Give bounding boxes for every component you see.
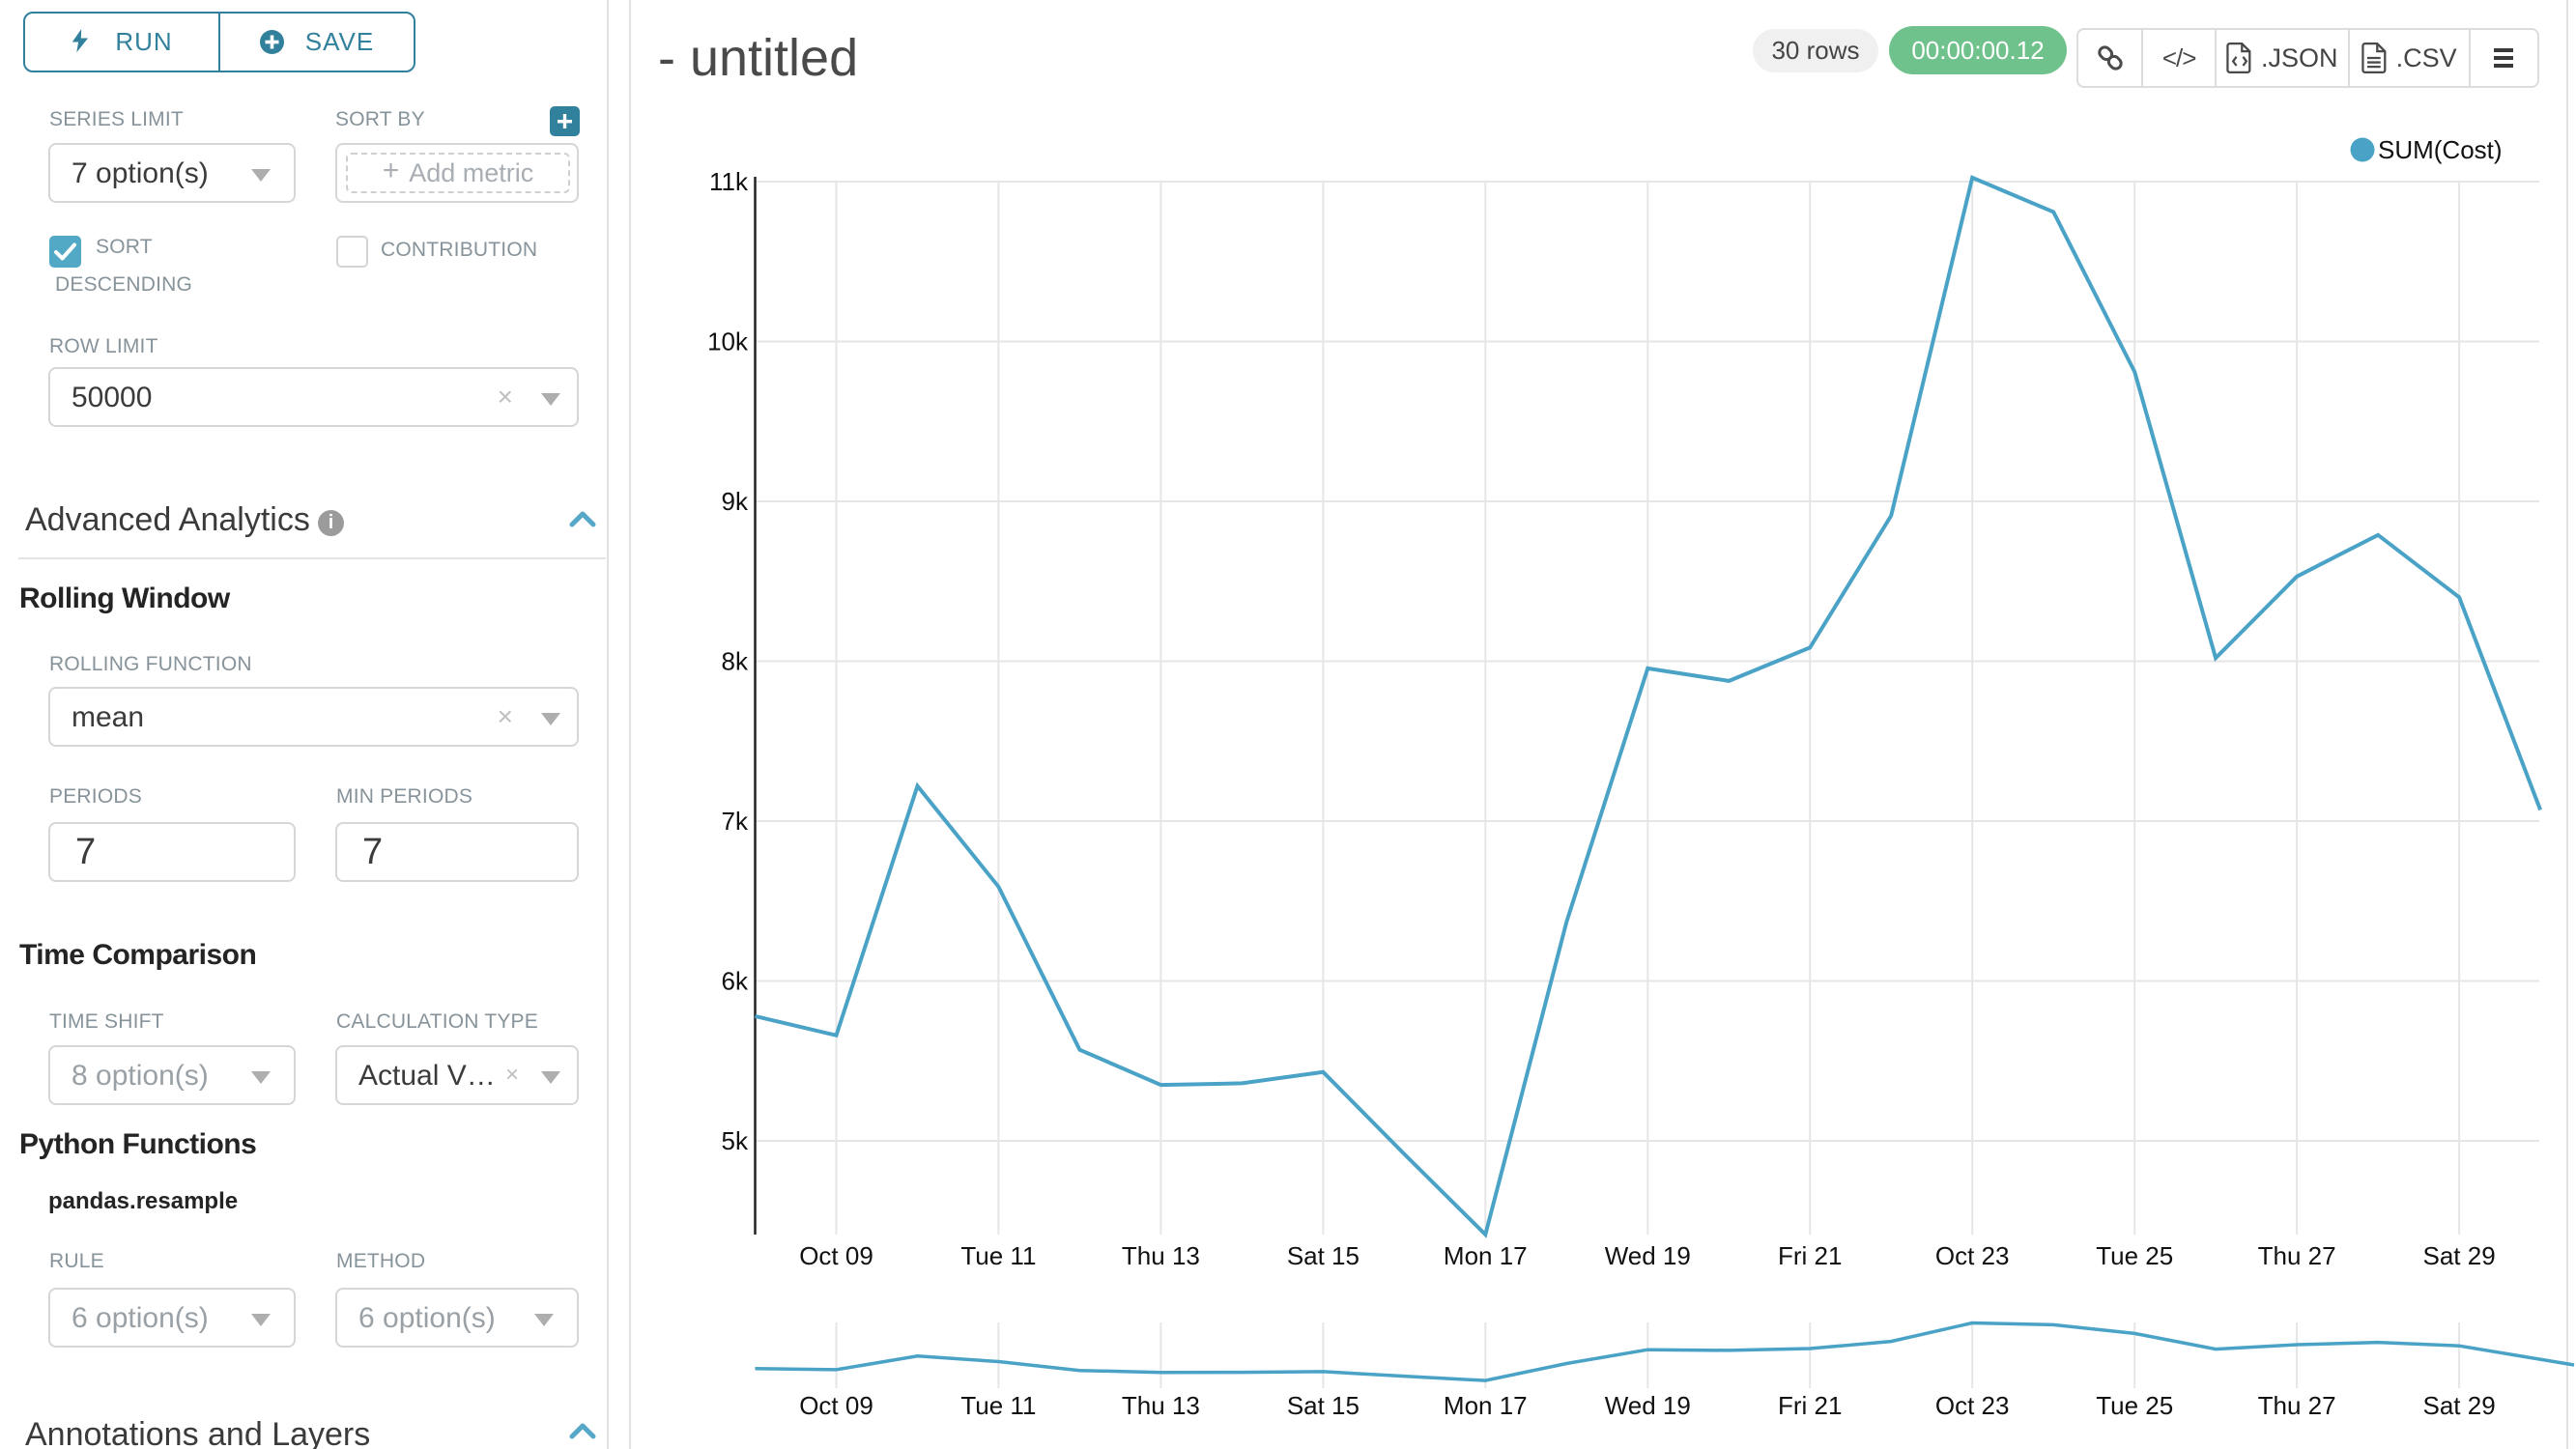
svg-text:Tue 25: Tue 25: [2096, 1241, 2173, 1270]
svg-text:Oct 23: Oct 23: [1935, 1391, 2010, 1420]
svg-text:Wed 19: Wed 19: [1605, 1241, 1691, 1270]
svg-text:Sat 15: Sat 15: [1287, 1391, 1360, 1420]
svg-text:Oct 09: Oct 09: [799, 1391, 873, 1420]
svg-text:11k: 11k: [709, 167, 749, 196]
svg-text:Sat 29: Sat 29: [2423, 1391, 2496, 1420]
svg-text:10k: 10k: [707, 327, 749, 356]
svg-text:Sat 29: Sat 29: [2423, 1241, 2496, 1270]
svg-text:SUM(Cost): SUM(Cost): [2378, 135, 2503, 164]
svg-text:Tue 11: Tue 11: [960, 1241, 1036, 1270]
svg-text:8k: 8k: [722, 647, 749, 676]
svg-text:Thu 13: Thu 13: [1122, 1241, 1200, 1270]
svg-text:Tue 25: Tue 25: [2096, 1391, 2173, 1420]
svg-text:Oct 23: Oct 23: [1935, 1241, 2010, 1270]
svg-text:Fri 21: Fri 21: [1778, 1391, 1842, 1420]
svg-text:Mon 17: Mon 17: [1444, 1241, 1528, 1270]
svg-text:6k: 6k: [722, 967, 749, 996]
svg-text:Thu 27: Thu 27: [2258, 1241, 2336, 1270]
svg-text:Mon 17: Mon 17: [1444, 1391, 1528, 1420]
svg-text:9k: 9k: [722, 487, 749, 516]
svg-text:Oct 09: Oct 09: [799, 1241, 873, 1270]
svg-text:Thu 27: Thu 27: [2258, 1391, 2336, 1420]
svg-text:Sat 15: Sat 15: [1287, 1241, 1360, 1270]
svg-text:7k: 7k: [722, 807, 749, 836]
svg-text:5k: 5k: [722, 1126, 749, 1155]
svg-text:Fri 21: Fri 21: [1778, 1241, 1842, 1270]
svg-text:Thu 13: Thu 13: [1122, 1391, 1200, 1420]
svg-text:Wed 19: Wed 19: [1605, 1391, 1691, 1420]
svg-text:Tue 11: Tue 11: [960, 1391, 1036, 1420]
